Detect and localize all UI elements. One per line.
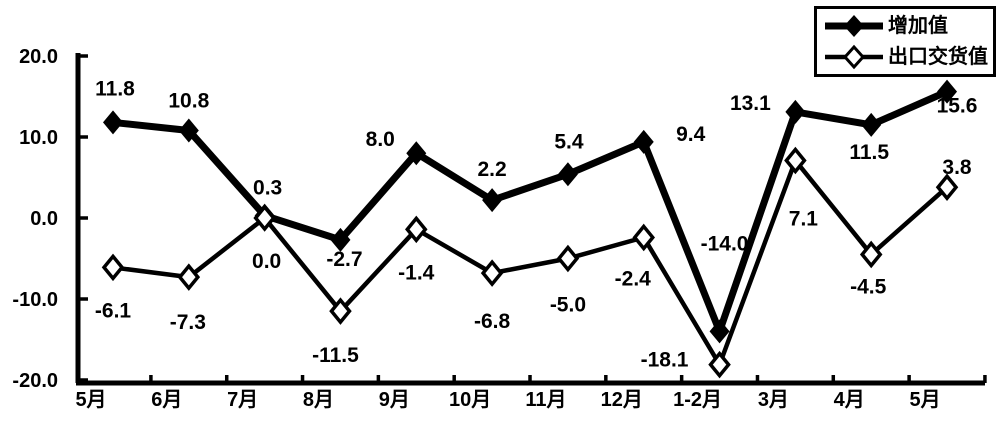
hollow-diamond-marker (405, 215, 428, 244)
data-label: 11.8 (95, 77, 135, 100)
filled-diamond-marker (103, 110, 123, 135)
x-category-label: 4月 (834, 389, 865, 411)
data-label: 0.0 (252, 250, 281, 273)
filled-diamond-marker (861, 112, 882, 137)
x-category-label: 8月 (303, 389, 334, 411)
x-category-label: 12月 (601, 389, 643, 411)
filled-diamond-marker (633, 129, 654, 154)
hollow-diamond-marker (859, 240, 883, 269)
filled-diamond-marker (406, 141, 427, 166)
hollow-diamond-marker (101, 253, 125, 282)
hollow-diamond-marker (784, 146, 807, 175)
filled-diamond-marker (557, 162, 578, 187)
x-category-label: 7月 (227, 389, 258, 411)
x-category-label: 6月 (151, 389, 182, 411)
y-tick-label: 10.0 (19, 127, 58, 149)
y-tick-label: 20.0 (19, 46, 58, 68)
y-tick-label: -10.0 (12, 289, 58, 311)
filled-diamond-marker (785, 99, 806, 124)
x-category-label: 5月 (909, 389, 940, 411)
hollow-diamond-marker (632, 223, 656, 252)
legend-label-added-value: 增加值 (888, 15, 948, 38)
data-label: 5.4 (554, 130, 584, 153)
data-label: 15.6 (937, 95, 978, 118)
hollow-diamond-marker (329, 297, 352, 325)
data-label: -5.0 (550, 294, 586, 317)
data-label: -6.8 (474, 310, 511, 333)
data-label: 2.2 (477, 158, 506, 181)
data-label: -2.4 (615, 267, 652, 290)
x-category-label: 10月 (449, 389, 491, 411)
x-category-label: 5月 (75, 389, 106, 411)
filled-diamond-marker (482, 188, 503, 213)
data-label: 0.3 (253, 177, 282, 200)
data-label: -18.1 (641, 349, 689, 372)
data-label: -4.5 (850, 275, 887, 298)
thick-line-filled-diamond-icon (825, 15, 883, 38)
hollow-diamond-marker (480, 259, 504, 287)
data-label: -11.5 (312, 344, 359, 367)
hollow-diamond-marker (253, 204, 276, 232)
hollow-diamond-marker (556, 244, 580, 273)
filled-diamond-marker (330, 227, 351, 252)
legend: 增加值 出口交货值 (814, 6, 996, 77)
filled-diamond-marker (709, 319, 730, 344)
x-category-label: 9月 (379, 389, 410, 411)
data-label: -1.4 (398, 261, 435, 284)
legend-item-added-value: 增加值 (825, 12, 993, 40)
hollow-diamond-marker (177, 263, 201, 291)
data-label: 8.0 (366, 128, 395, 151)
x-category-label: 11月 (525, 389, 566, 411)
data-label: 13.1 (730, 92, 771, 115)
data-label: 7.1 (789, 207, 819, 230)
legend-item-export-delivery: 出口交货值 (825, 43, 993, 71)
x-category-label: 1-2月 (673, 389, 722, 411)
y-tick-label: -20.0 (12, 370, 58, 392)
hollow-diamond-marker (708, 350, 731, 379)
data-label: 11.5 (849, 141, 889, 164)
filled-diamond-marker (178, 118, 199, 143)
thin-line-hollow-diamond-icon (825, 44, 883, 69)
hollow-diamond-marker (935, 173, 959, 201)
y-tick-label: 0.0 (30, 208, 58, 230)
data-label: 3.8 (942, 156, 972, 179)
data-label: -2.7 (326, 248, 362, 271)
x-category-label: 3月 (758, 389, 789, 411)
series-line-2 (112, 155, 949, 370)
data-label: -14.0 (701, 232, 749, 255)
series-line-1 (112, 88, 949, 342)
data-label: 10.8 (168, 90, 209, 113)
legend-label-export-delivery: 出口交货值 (888, 45, 988, 68)
data-label: -7.3 (170, 311, 206, 334)
data-label: 9.4 (676, 123, 706, 146)
filled-diamond-marker (937, 79, 958, 104)
data-label: -6.1 (95, 299, 132, 322)
